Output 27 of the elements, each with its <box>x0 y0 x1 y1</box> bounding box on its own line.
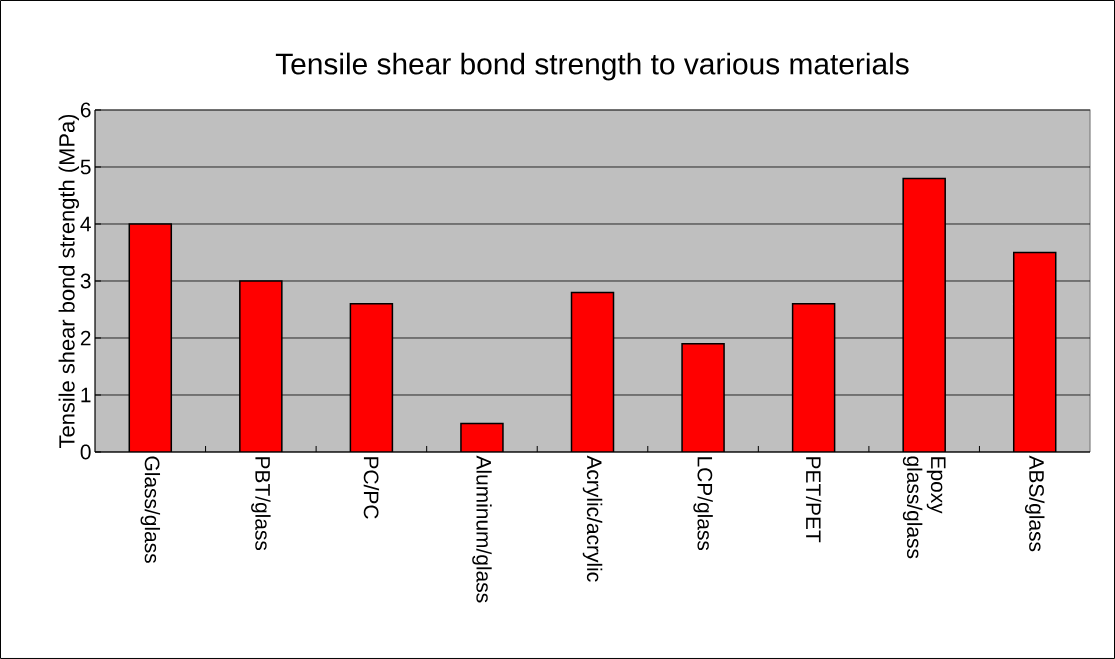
bar <box>460 422 504 452</box>
y-tick-label: 0 <box>80 444 91 460</box>
bar <box>1012 251 1057 452</box>
bar <box>791 303 836 452</box>
y-tick-label: 2 <box>80 330 91 346</box>
x-tick-label: Epoxy glass/glass <box>902 456 946 559</box>
bar <box>128 223 173 452</box>
bar <box>239 280 283 452</box>
bar <box>681 342 725 452</box>
chart-title: Tensile shear bond strength to various materials <box>275 52 909 81</box>
x-tick-label: Glass/glass <box>140 456 161 563</box>
x-tick-label: Acrylic/acrylic <box>582 455 603 582</box>
y-tick-label: 1 <box>81 387 91 403</box>
x-tick-label: PBT/glass <box>251 457 271 551</box>
y-tick-label: 3 <box>80 273 91 289</box>
bar <box>349 303 394 452</box>
y-tick-label: 4 <box>80 216 91 232</box>
y-tick-label: 6 <box>80 102 91 118</box>
y-axis-title: Tensile shear bond strength (MPa) <box>58 114 80 448</box>
x-tick-label: PC/PC <box>363 457 380 519</box>
x-tick-label: PET/PET <box>805 457 822 543</box>
y-tick-label: 5 <box>80 159 91 175</box>
x-tick-label: ABS/glass <box>1024 455 1045 552</box>
x-tick-label: Aluminum/glass <box>472 455 492 603</box>
bar <box>902 177 946 452</box>
x-tick-label: LCP/glass <box>693 457 713 551</box>
bar <box>570 291 615 452</box>
